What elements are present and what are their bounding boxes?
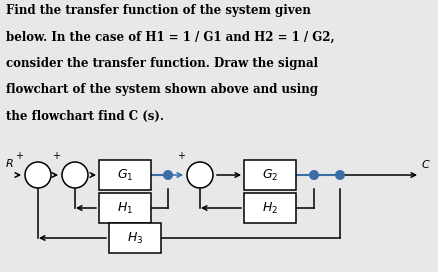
Text: $H_1$: $H_1$ xyxy=(117,200,133,215)
Bar xyxy=(109,223,161,253)
Text: C: C xyxy=(422,160,430,170)
Text: flowchart of the system shown above and using: flowchart of the system shown above and … xyxy=(6,84,318,97)
Text: +: + xyxy=(177,151,185,161)
Text: the flowchart find C (s).: the flowchart find C (s). xyxy=(6,110,164,123)
Text: $H_3$: $H_3$ xyxy=(127,230,143,246)
Text: $H_2$: $H_2$ xyxy=(262,200,278,215)
Text: +: + xyxy=(15,151,23,161)
Circle shape xyxy=(25,162,51,188)
Bar xyxy=(244,160,296,190)
Bar xyxy=(99,193,151,223)
Circle shape xyxy=(187,162,213,188)
Text: R: R xyxy=(5,159,13,169)
Circle shape xyxy=(62,162,88,188)
Bar xyxy=(244,193,296,223)
Text: $G_1$: $G_1$ xyxy=(117,168,133,183)
Text: +: + xyxy=(52,151,60,161)
Circle shape xyxy=(163,170,173,180)
Text: consider the transfer function. Draw the signal: consider the transfer function. Draw the… xyxy=(6,57,318,70)
Circle shape xyxy=(335,170,345,180)
Text: Find the transfer function of the system given: Find the transfer function of the system… xyxy=(6,4,311,17)
Circle shape xyxy=(309,170,319,180)
Bar xyxy=(99,160,151,190)
Text: $G_2$: $G_2$ xyxy=(262,168,278,183)
Text: below. In the case of H1 = 1 / G1 and H2 = 1 / G2,: below. In the case of H1 = 1 / G1 and H2… xyxy=(6,30,335,44)
